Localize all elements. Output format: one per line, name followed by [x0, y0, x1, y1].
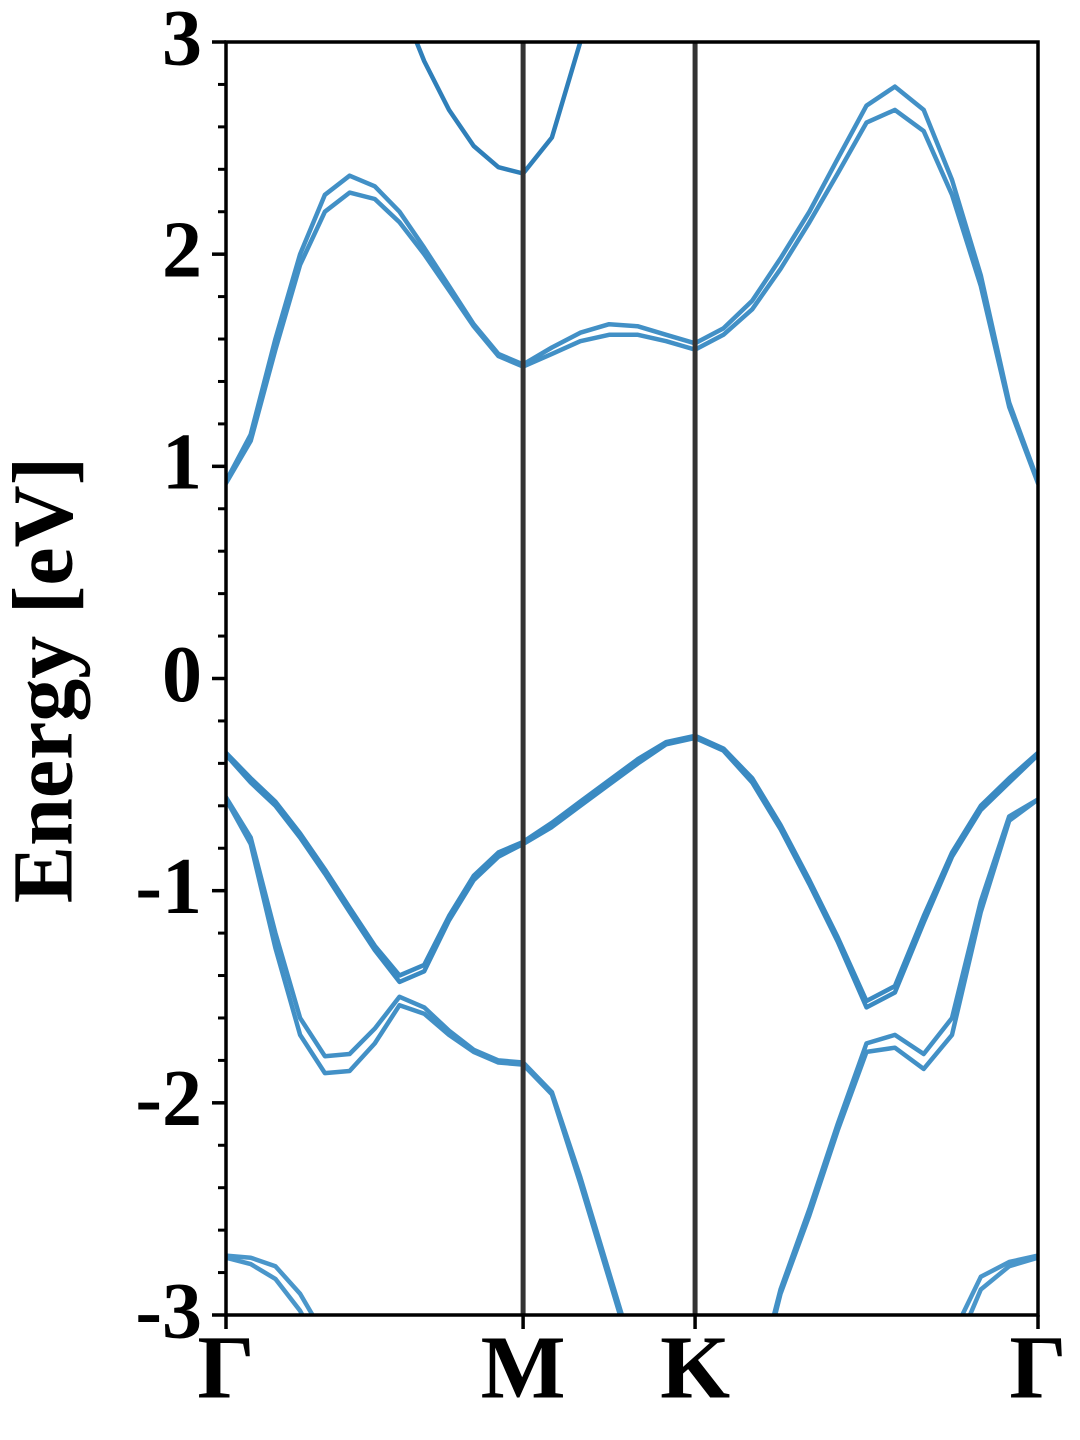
y-tick-label: -3	[135, 1267, 202, 1355]
y-tick-label: 0	[162, 631, 202, 719]
axes-frame	[224, 40, 1040, 1317]
y-tick-label: 3	[162, 0, 202, 82]
band-line	[226, 107, 1038, 486]
band-line	[226, 795, 1038, 1315]
y-tick-label: 2	[162, 207, 202, 295]
y-tick-label: -2	[135, 1055, 202, 1143]
y-axis-label: Energy [eV]	[0, 457, 91, 904]
x-tick-label: K	[660, 1319, 730, 1418]
band-line	[226, 797, 1038, 1315]
x-tick-label: Γ	[1009, 1319, 1066, 1418]
band-line	[226, 1253, 1038, 1315]
band-line	[226, 1255, 1038, 1315]
band-line	[226, 735, 1038, 1010]
band-line	[226, 84, 1038, 484]
x-tick-label: Γ	[197, 1319, 254, 1418]
plot-area	[226, 42, 1038, 1315]
band-line	[414, 42, 583, 176]
y-tick-label: 1	[162, 419, 202, 507]
band-line	[226, 733, 1038, 1004]
x-tick-label: M	[481, 1319, 566, 1418]
y-tick-label: -1	[135, 843, 202, 931]
